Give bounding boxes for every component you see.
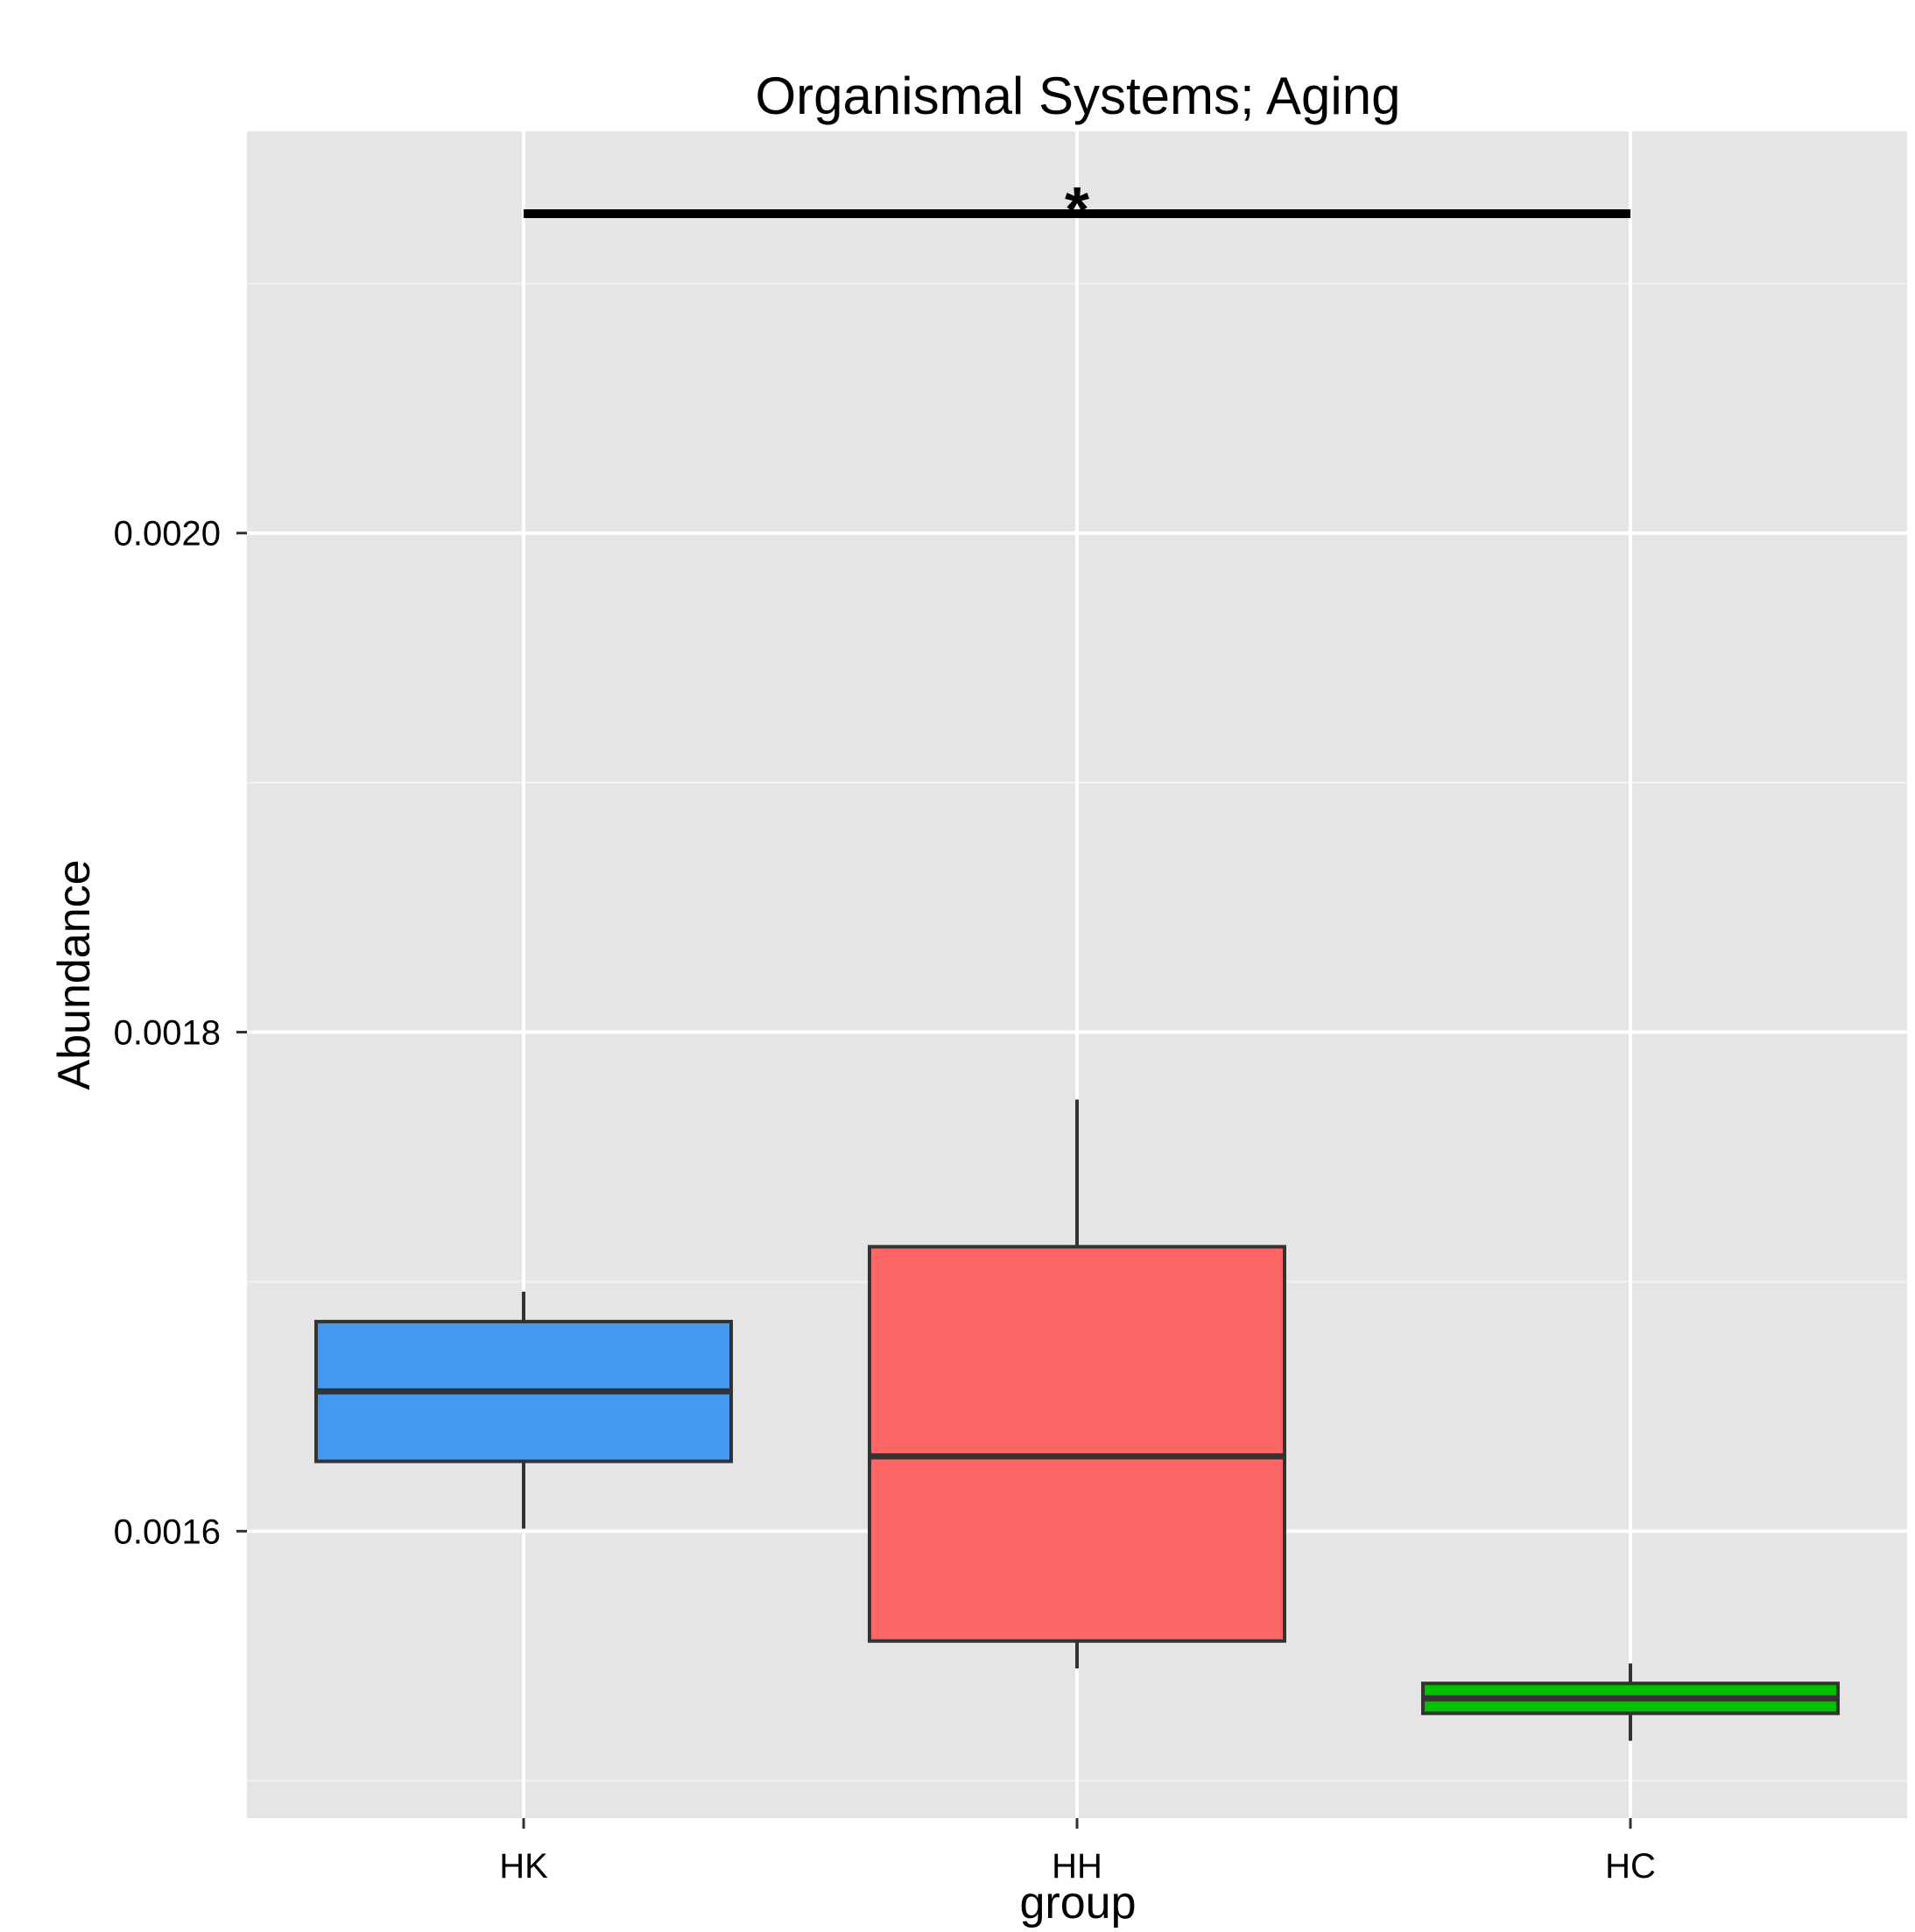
x-tick-label: HC bbox=[1605, 1847, 1656, 1886]
x-tick-label: HH bbox=[1052, 1847, 1102, 1886]
box-hc bbox=[1421, 1663, 1840, 1741]
x-tick-label: HK bbox=[499, 1847, 548, 1886]
x-axis: HK HH HC bbox=[499, 1818, 1656, 1886]
boxes bbox=[314, 1099, 1840, 1741]
significance-bracket: * bbox=[524, 175, 1630, 245]
chart-title: Organismal Systems; Aging bbox=[756, 67, 1401, 125]
y-tick-label: 0.0016 bbox=[114, 1512, 221, 1551]
y-axis: 0.0016 0.0018 0.0020 bbox=[114, 515, 247, 1551]
y-tick-label: 0.0018 bbox=[114, 1014, 221, 1053]
y-tick-label: 0.0020 bbox=[114, 515, 221, 554]
box-hh bbox=[868, 1099, 1286, 1669]
y-axis-label: Abundance bbox=[49, 859, 100, 1089]
box-body bbox=[868, 1245, 1286, 1643]
box-hk bbox=[314, 1291, 733, 1529]
significance-label: * bbox=[1065, 175, 1089, 245]
x-axis-label: group bbox=[1020, 1878, 1137, 1928]
